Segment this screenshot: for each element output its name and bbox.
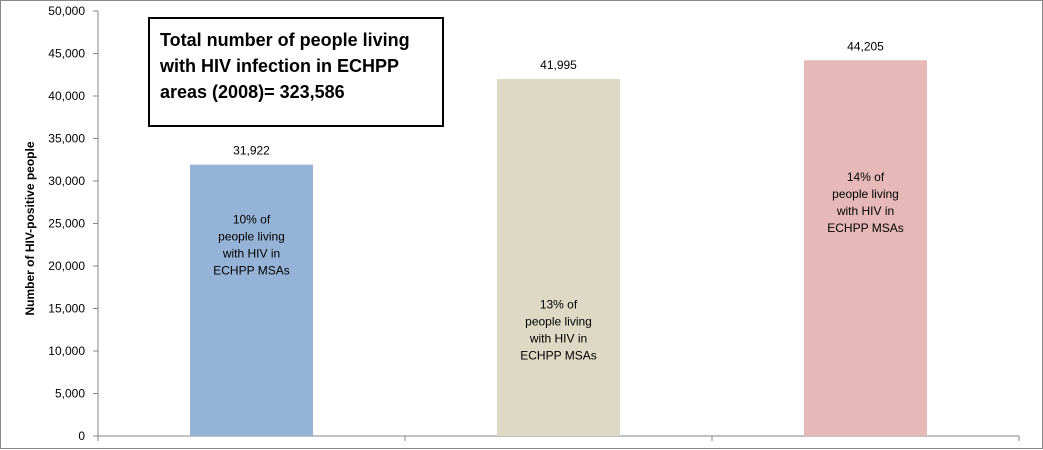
callout-line-3: areas (2008)= 323,586 xyxy=(160,82,345,102)
y-tick-label: 10,000 xyxy=(48,344,85,358)
bar-inner-label: with HIV in xyxy=(222,246,280,260)
bar-inner-label: 10% of xyxy=(233,212,271,226)
bar-inner-label: people living xyxy=(832,187,899,201)
y-tick-label: 35,000 xyxy=(48,132,85,146)
bar-inner-label: people living xyxy=(218,229,285,243)
bar-inner-label: ECHPP MSAs xyxy=(520,348,596,362)
y-tick-label: 50,000 xyxy=(48,4,85,18)
bar-inner-label: ECHPP MSAs xyxy=(827,221,903,235)
y-tick-label: 20,000 xyxy=(48,259,85,273)
callout-line-1: Total number of people living xyxy=(160,30,410,50)
y-tick-label: 15,000 xyxy=(48,302,85,316)
callout-line-2: with HIV infection in ECHPP xyxy=(160,56,400,76)
y-tick-label: 0 xyxy=(78,429,85,443)
bar-inner-label: with HIV in xyxy=(836,204,894,218)
y-tick-label: 45,000 xyxy=(48,47,85,61)
bar-inner-label: 14% of xyxy=(847,170,885,184)
bar-value-label: 44,205 xyxy=(847,39,884,53)
bar xyxy=(497,79,620,436)
bar-inner-label: ECHPP MSAs xyxy=(213,263,289,277)
bar-value-label: 41,995 xyxy=(540,58,577,72)
y-tick-label: 30,000 xyxy=(48,174,85,188)
y-tick-label: 25,000 xyxy=(48,217,85,231)
y-tick-label: 5,000 xyxy=(55,387,85,401)
bar-value-label: 31,922 xyxy=(233,144,270,158)
bar-inner-label: people living xyxy=(525,314,592,328)
bar-inner-label: 13% of xyxy=(540,297,578,311)
total-callout-box: Total number of people living with HIV i… xyxy=(148,17,444,127)
bar-inner-label: with HIV in xyxy=(529,331,587,345)
y-tick-label: 40,000 xyxy=(48,89,85,103)
y-axis-title: Number of HIV-positive people xyxy=(23,141,37,315)
bar xyxy=(804,60,927,436)
bar xyxy=(190,164,313,436)
